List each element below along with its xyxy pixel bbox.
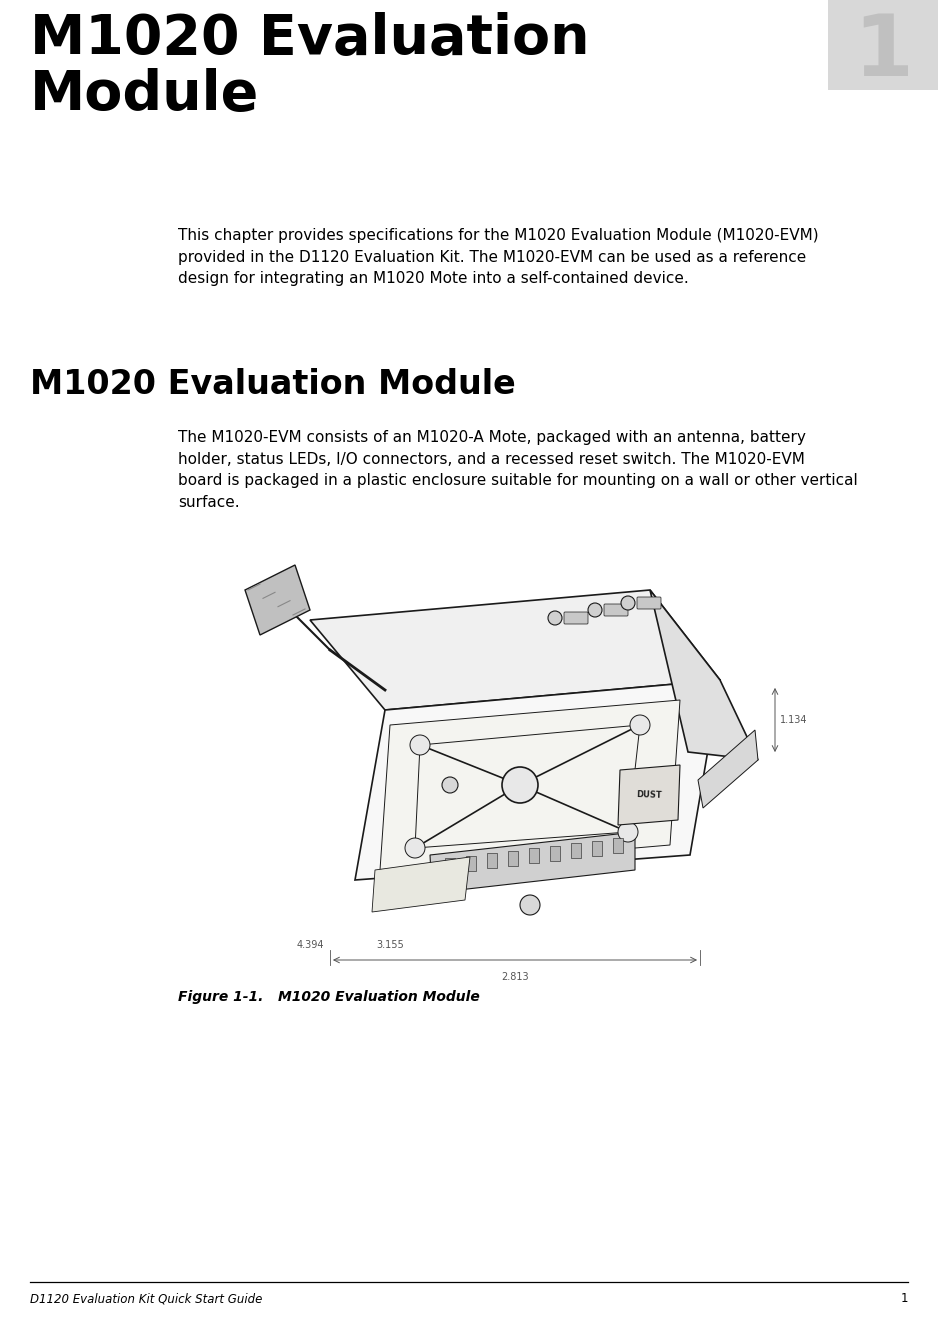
- Bar: [828, 0, 938, 90]
- Polygon shape: [372, 857, 470, 911]
- FancyBboxPatch shape: [637, 598, 661, 609]
- Polygon shape: [355, 681, 720, 880]
- Circle shape: [621, 596, 635, 609]
- Text: Figure 1-1.   M1020 Evaluation Module: Figure 1-1. M1020 Evaluation Module: [178, 991, 479, 1004]
- Text: 1: 1: [900, 1293, 908, 1304]
- Circle shape: [520, 896, 540, 915]
- Text: The M1020-EVM consists of an M1020-A Mote, packaged with an antenna, battery
hol: The M1020-EVM consists of an M1020-A Mot…: [178, 430, 857, 510]
- Text: 2.813: 2.813: [501, 972, 529, 983]
- Circle shape: [548, 611, 562, 625]
- Bar: [487, 853, 497, 868]
- Text: D1120 Evaluation Kit Quick Start Guide: D1120 Evaluation Kit Quick Start Guide: [30, 1293, 263, 1304]
- Text: 1: 1: [853, 11, 913, 94]
- Circle shape: [410, 735, 430, 754]
- FancyBboxPatch shape: [564, 612, 588, 624]
- Polygon shape: [430, 832, 635, 893]
- Bar: [529, 848, 539, 863]
- Polygon shape: [380, 700, 680, 871]
- Circle shape: [502, 768, 538, 803]
- Circle shape: [405, 838, 425, 857]
- Bar: [508, 851, 518, 865]
- Text: DUST: DUST: [636, 790, 662, 799]
- Text: 1.134: 1.134: [780, 715, 808, 725]
- Text: M1020 Evaluation: M1020 Evaluation: [30, 12, 590, 66]
- Polygon shape: [310, 590, 720, 710]
- Text: 3.155: 3.155: [376, 940, 404, 950]
- Bar: [571, 843, 581, 857]
- FancyBboxPatch shape: [604, 604, 628, 616]
- Bar: [613, 838, 623, 853]
- Text: 4.394: 4.394: [296, 940, 324, 950]
- Circle shape: [630, 715, 650, 735]
- Bar: [550, 845, 560, 860]
- Text: Module: Module: [30, 69, 259, 121]
- Text: M1020 Evaluation Module: M1020 Evaluation Module: [30, 368, 516, 401]
- Polygon shape: [245, 565, 310, 634]
- Text: This chapter provides specifications for the M1020 Evaluation Module (M1020-EVM): This chapter provides specifications for…: [178, 228, 819, 286]
- Circle shape: [618, 822, 638, 842]
- Bar: [466, 856, 476, 871]
- Polygon shape: [650, 590, 758, 760]
- Polygon shape: [698, 729, 758, 809]
- Bar: [445, 857, 455, 873]
- Circle shape: [442, 777, 458, 793]
- Bar: [592, 840, 602, 856]
- Circle shape: [588, 603, 602, 617]
- Polygon shape: [618, 765, 680, 824]
